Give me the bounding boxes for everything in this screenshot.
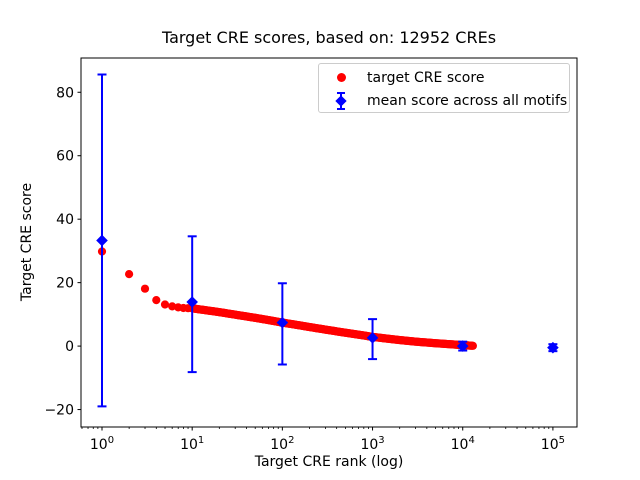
svg-text:101: 101 — [180, 435, 204, 453]
legend: target CRE score mean score across all m… — [318, 63, 570, 113]
svg-text:80: 80 — [56, 85, 74, 101]
svg-text:103: 103 — [360, 435, 384, 453]
red-series — [97, 247, 477, 350]
x-axis-label: Target CRE rank (log) — [254, 454, 404, 470]
svg-text:20: 20 — [56, 276, 74, 292]
plot-frame — [80, 57, 578, 428]
svg-text:−20: −20 — [44, 403, 74, 419]
svg-text:102: 102 — [270, 435, 294, 453]
x-axis-ticks: 100 101 102 103 104 105 — [81, 427, 565, 453]
svg-text:104: 104 — [451, 435, 475, 453]
svg-text:105: 105 — [541, 435, 565, 453]
chart-title: Target CRE scores, based on: 12952 CREs — [161, 28, 497, 47]
svg-text:0: 0 — [65, 339, 74, 355]
blue-errorbar-series — [96, 73, 559, 408]
legend-label-target: target CRE score — [367, 69, 485, 86]
y-axis-ticks: −20 0 20 40 60 80 — [44, 85, 81, 419]
red-dot-icon — [319, 73, 363, 82]
legend-label-mean: mean score across all motifs — [367, 92, 568, 109]
svg-text:60: 60 — [56, 149, 74, 165]
legend-entry-mean: mean score across all motifs — [319, 89, 569, 112]
svg-text:100: 100 — [90, 435, 114, 453]
legend-entry-target: target CRE score — [319, 66, 569, 89]
blue-diamond-errorbar-icon — [319, 91, 363, 110]
svg-text:40: 40 — [56, 212, 74, 228]
